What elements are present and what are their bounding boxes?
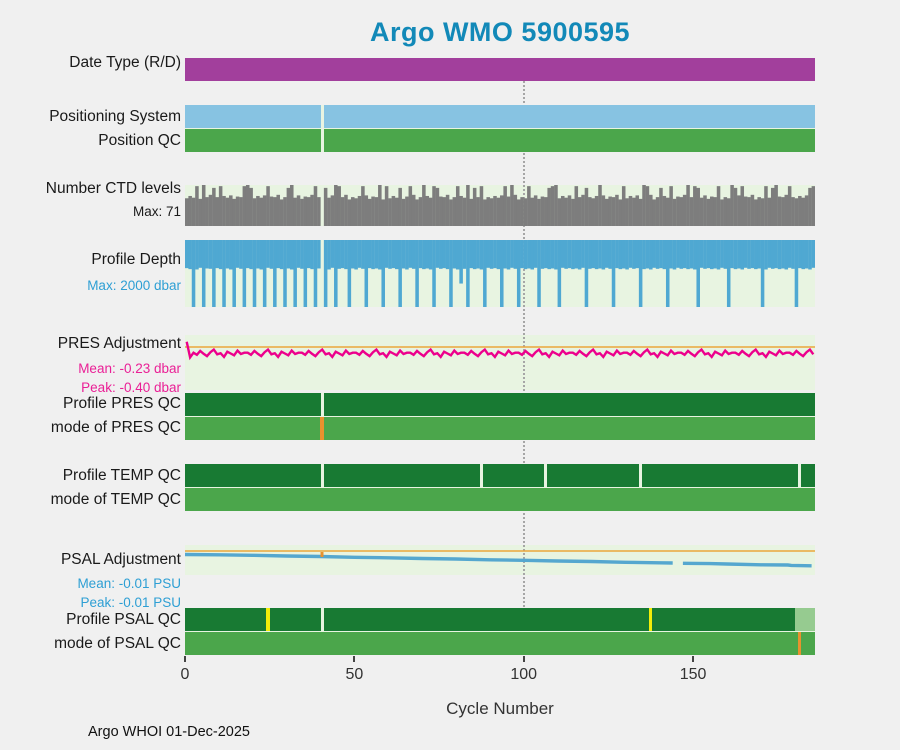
row-label: mode of PSAL QC [54, 635, 181, 652]
strip-segment [266, 608, 270, 631]
strip-segment [483, 464, 545, 487]
strip-date-type [185, 58, 815, 81]
strip-segment [649, 608, 653, 631]
row-label: Peak: -0.01 PSU [80, 595, 181, 610]
strip-profile-temp-qc [185, 464, 815, 487]
strip-segment [794, 608, 815, 631]
x-tick-mark [692, 656, 695, 662]
x-tick-label: 150 [679, 666, 707, 683]
row-label: Peak: -0.40 dbar [81, 380, 181, 395]
chart-ctd-levels [185, 185, 815, 226]
row-label: Max: 71 [132, 204, 181, 219]
strip-segment [185, 417, 321, 440]
row-label: Profile PSAL QC [66, 611, 181, 628]
strip-segment [323, 417, 815, 440]
x-tick-label: 100 [510, 666, 538, 683]
chart-psal-adjustment [185, 550, 815, 568]
x-tick-mark [522, 656, 525, 662]
chart-pres-adjustment [185, 341, 815, 361]
strip-segment [185, 105, 321, 128]
row-label: Max: 2000 dbar [87, 278, 181, 293]
x-tick-mark [184, 656, 186, 662]
strip-segment [323, 105, 815, 128]
cycle-marker-line [522, 58, 525, 655]
strip-mode-pres-qc [185, 417, 815, 440]
strip-segment [652, 608, 795, 631]
row-label: Profile Depth [91, 251, 181, 268]
row-label: Number CTD levels [45, 180, 181, 197]
row-label: mode of TEMP QC [50, 491, 181, 508]
strip-segment [547, 464, 640, 487]
strip-segment [323, 464, 480, 487]
row-label: PRES Adjustment [57, 335, 181, 352]
strip-segment [801, 464, 815, 487]
row-label: Date Type (R/D) [69, 54, 181, 71]
row-label: Profile PRES QC [62, 395, 181, 412]
strip-segment [801, 632, 815, 655]
strip-segment [323, 393, 815, 416]
strip-mode-psal-qc [185, 632, 815, 655]
row-label: Positioning System [49, 108, 181, 125]
figure-title: Argo WMO 5900595 [369, 17, 631, 47]
x-tick-mark [353, 656, 356, 662]
row-label: Profile TEMP QC [62, 467, 181, 484]
row-label: mode of PRES QC [50, 419, 181, 436]
strip-segment [185, 129, 321, 152]
strip-segment [320, 417, 325, 440]
strip-segment [323, 129, 815, 152]
x-tick-label: 50 [345, 666, 364, 683]
row-label: Position QC [98, 132, 181, 149]
strip-positioning-system [185, 105, 815, 128]
strip-segment [185, 464, 321, 487]
strip-segment [269, 608, 321, 631]
panel-background [185, 335, 815, 390]
strip-segment [323, 608, 650, 631]
figure-footer: Argo WHOI 01-Dec-2025 [88, 724, 250, 740]
strip-segment [185, 608, 267, 631]
chart-profile-depth [185, 240, 815, 307]
row-label: PSAL Adjustment [60, 551, 181, 568]
x-axis-title: Cycle Number [446, 699, 554, 718]
strip-segment [185, 632, 799, 655]
row-label: Mean: -0.23 dbar [78, 361, 181, 376]
strip-segment [798, 632, 802, 655]
row-label: Mean: -0.01 PSU [77, 576, 181, 591]
strip-profile-psal-qc [185, 608, 815, 631]
strip-segment [185, 58, 815, 81]
strip-segment [185, 488, 815, 511]
strip-segment [642, 464, 799, 487]
strip-segment [185, 393, 321, 416]
strip-position-qc [185, 129, 815, 152]
strip-mode-temp-qc [185, 488, 815, 511]
x-tick-label: 0 [180, 666, 190, 683]
strip-profile-pres-qc [185, 393, 815, 416]
